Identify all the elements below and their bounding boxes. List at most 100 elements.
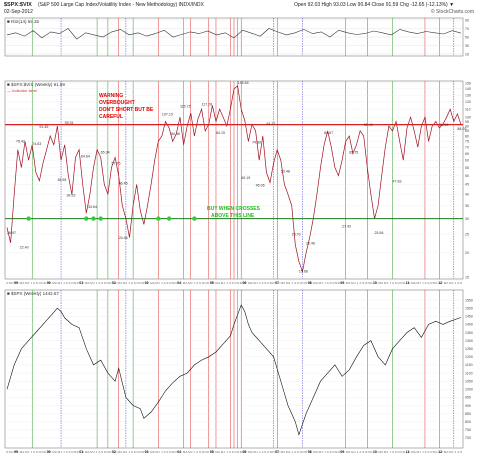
spx-x-tick: O — [430, 450, 433, 454]
spx-x-tick: D — [338, 450, 341, 454]
ratio-x-tick: M — [281, 281, 284, 285]
spx-x-tick: S — [362, 450, 364, 454]
spx-x-tick: J — [324, 450, 326, 454]
spx-x-tick: D — [305, 450, 308, 454]
ratio-point-label: 47.83 — [393, 180, 402, 184]
warning-annotation-line-4: CAREFUL — [99, 114, 123, 120]
ratio-point-label: 117.28 — [202, 102, 213, 106]
spx-x-tick: J — [30, 450, 32, 454]
ratio-x-tick: O — [234, 281, 237, 285]
spx-x-tick: F — [213, 450, 215, 454]
warning-annotation-line-2: OVERBOUGHT — [99, 100, 135, 106]
spx-x-tick: A — [131, 450, 133, 454]
spx-y-tick: 750 — [465, 428, 471, 432]
spx-x-tick: N — [433, 450, 435, 454]
rsi-y-tick: 50 — [465, 35, 469, 39]
ratio-x-tick: S — [395, 281, 397, 285]
ratio-x-tick: M — [117, 281, 120, 285]
ratio-point-label: 92.49 — [364, 123, 373, 127]
spx-x-tick: M — [319, 450, 322, 454]
spx-x-tick: J — [223, 450, 225, 454]
ratio-x-tick: M — [188, 281, 191, 285]
spx-x-tick: M — [25, 450, 28, 454]
spx-x-tick: M — [417, 450, 420, 454]
ratio-y-tick: 20 — [465, 251, 469, 255]
ratio-y-tick: 95 — [465, 120, 469, 124]
ratio-x-tick: M — [313, 281, 316, 285]
ratio-x-tick: N — [9, 281, 11, 285]
ratio-y-tick: 30 — [465, 217, 469, 221]
spx-x-tick: A — [294, 450, 296, 454]
ratio-point-label: 91.59 — [439, 123, 448, 127]
spx-x-tick: F — [408, 450, 410, 454]
ratio-point-label: 74.63 — [32, 142, 41, 146]
spx-x-tick: S — [69, 450, 71, 454]
ratio-x-tick: S — [297, 281, 299, 285]
ratio-x-tick: 09 — [340, 281, 344, 285]
ratio-x-tick: A — [251, 281, 253, 285]
spx-x-tick: 11 — [406, 450, 410, 454]
x-axis-ticks: O N D 99F M A M J J A S O N D 00F M A M J J A S O N D 01F M A M J J A S O… — [6, 281, 462, 454]
ratio-x-tick: F — [180, 281, 182, 285]
chart-source: © StockCharts.com — [430, 9, 474, 15]
ratio-x-tick: M — [411, 281, 414, 285]
spx-x-tick: N — [139, 450, 141, 454]
buy-marker — [26, 216, 31, 221]
ratio-point-label: 145.54 — [238, 81, 249, 85]
ratio-panel-label: ■ $SPX:$VIX (Weekly) 91.59 — [7, 82, 65, 87]
ratio-x-tick: M — [449, 281, 452, 285]
spx-x-tick: D — [44, 450, 47, 454]
spx-x-tick: J — [194, 450, 196, 454]
spx-x-tick: A — [33, 450, 35, 454]
ratio-point-label: 115.72 — [180, 105, 191, 109]
spx-x-tick: F — [245, 450, 247, 454]
ratio-x-tick: J — [452, 281, 454, 285]
spx-x-tick: M — [313, 450, 316, 454]
spx-x-tick: A — [22, 450, 24, 454]
ratio-x-tick: J — [357, 281, 359, 285]
ratio-x-tick: O — [332, 281, 335, 285]
ratio-x-tick: J — [354, 281, 356, 285]
spx-x-tick: F — [17, 450, 19, 454]
ratio-x-tick: M — [351, 281, 354, 285]
buy-marker — [166, 216, 172, 221]
spx-x-tick: D — [142, 450, 145, 454]
spx-x-tick: J — [93, 450, 95, 454]
ratio-x-tick: D — [240, 281, 243, 285]
spx-x-tick: 09 — [340, 450, 344, 454]
spx-x-tick: M — [411, 450, 414, 454]
spx-x-tick: D — [207, 450, 210, 454]
spx-x-tick: M — [156, 450, 159, 454]
point-labels: 26.97 22.40 75.42 91.45 74.63 95.51 48.55 39.53… — [7, 81, 466, 273]
ratio-x-tick: A — [66, 281, 68, 285]
ratio-x-tick: O — [71, 281, 74, 285]
spx-x-tick: A — [153, 450, 155, 454]
spx-x-tick: J — [422, 450, 424, 454]
spx-x-tick: J — [419, 450, 421, 454]
spx-x-tick: M — [384, 450, 387, 454]
ratio-x-tick: M — [58, 281, 61, 285]
ratio-x-tick: A — [88, 281, 90, 285]
ratio-x-tick: S — [199, 281, 201, 285]
spx-x-tick: S — [166, 450, 168, 454]
spx-x-tick: J — [158, 450, 160, 454]
ratio-x-tick: A — [131, 281, 133, 285]
spx-x-tick: J — [128, 450, 130, 454]
spx-x-tick: J — [256, 450, 258, 454]
spx-x-tick: A — [316, 450, 318, 454]
chart-ohlc: Open 92.03 High 93.03 Low 90.84 Close 91… — [294, 2, 455, 8]
spx-x-tick: A — [327, 450, 329, 454]
spx-x-tick: D — [436, 450, 439, 454]
ratio-x-tick: M — [378, 281, 381, 285]
ratio-x-tick: J — [63, 281, 65, 285]
ratio-x-tick: A — [316, 281, 318, 285]
ratio-x-tick: O — [39, 281, 42, 285]
ratio-x-tick: J — [158, 281, 160, 285]
spx-x-tick: M — [221, 450, 224, 454]
ratio-point-label: 91.45 — [39, 125, 48, 129]
ratio-x-tick: O — [267, 281, 270, 285]
chart-date: 02-Sep-2012 — [4, 9, 33, 15]
ratio-point-label: 75.42 — [16, 140, 25, 144]
ratio-point-label: 26.97 — [7, 231, 16, 235]
spx-x-tick: 08 — [308, 450, 312, 454]
